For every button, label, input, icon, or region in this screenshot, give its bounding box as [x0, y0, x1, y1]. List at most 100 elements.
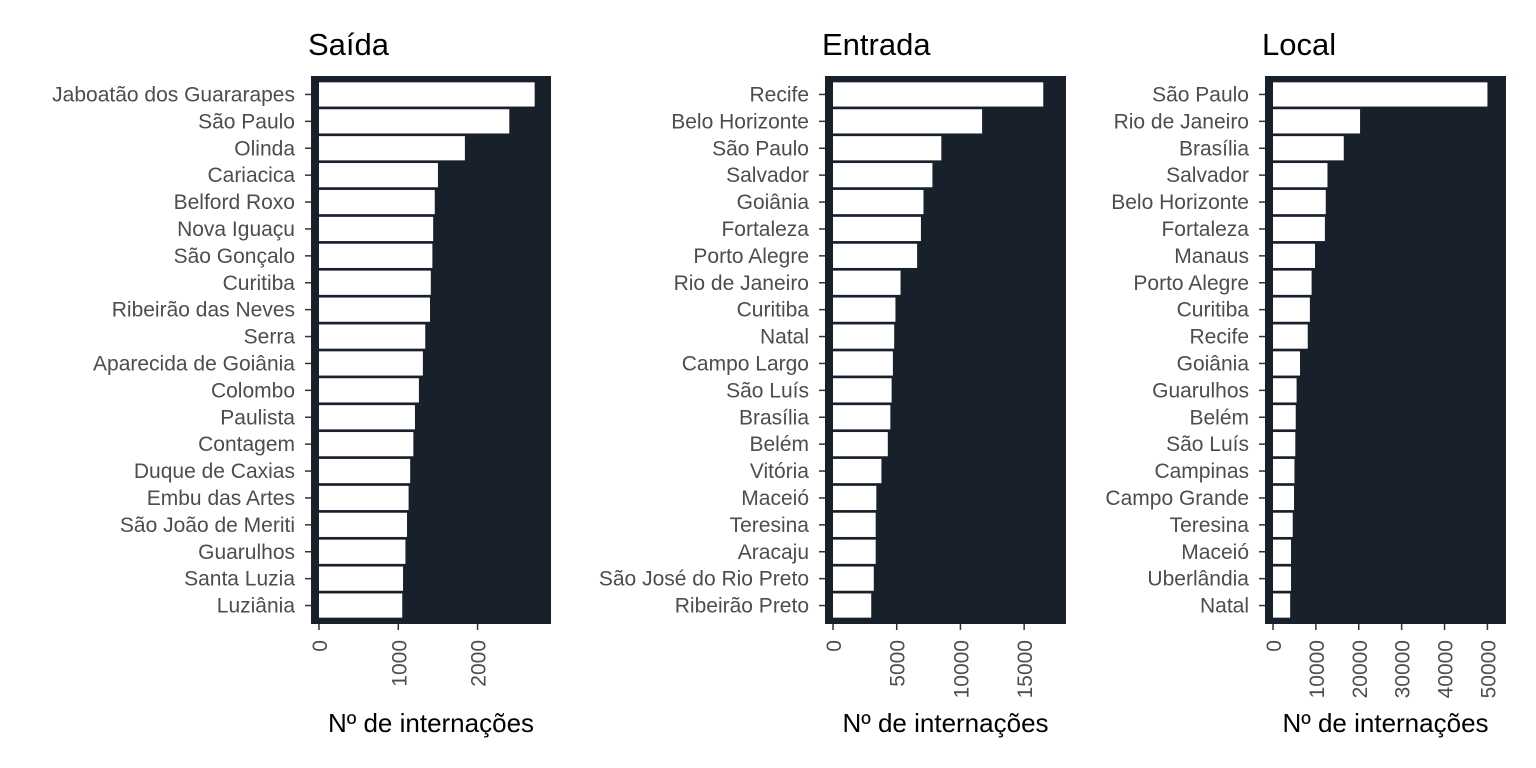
bar [1273, 458, 1295, 484]
category-label: São José do Rio Preto [599, 568, 809, 591]
bar [1273, 109, 1361, 134]
bar [319, 566, 404, 591]
category-label: Campo Grande [1105, 487, 1249, 510]
category-label: Recife [749, 83, 809, 106]
category-label: Serra [244, 326, 296, 349]
chart-panel-1: Saída Jaboatão dos Guararapes São Paulo Oli… [52, 27, 551, 738]
category-label: Curitiba [737, 299, 810, 322]
bar [833, 243, 918, 268]
category-label: Fortaleza [1161, 218, 1249, 241]
bar [1273, 432, 1296, 457]
x-tick-label: 2000 [468, 640, 491, 687]
bar [833, 351, 893, 376]
bar [833, 216, 921, 242]
bar [833, 405, 891, 430]
category-label: Uberlândia [1147, 568, 1249, 591]
bar [1273, 485, 1295, 511]
category-label: Campinas [1154, 460, 1249, 483]
category-label: Ribeirão das Neves [112, 299, 295, 322]
bar [319, 485, 409, 511]
x-tick-label: 1000 [388, 640, 411, 687]
x-axis-label: Nº de internações [842, 708, 1048, 738]
x-axis-label: Nº de internações [328, 708, 534, 738]
category-label: Porto Alegre [693, 245, 809, 268]
category-label: Guarulhos [1152, 379, 1249, 402]
category-label: Guarulhos [198, 541, 295, 564]
category-label: Natal [1200, 595, 1249, 618]
category-label: Teresina [730, 514, 810, 537]
bar [319, 109, 510, 134]
bar [1273, 136, 1344, 161]
category-label: Salvador [1166, 164, 1249, 187]
category-label: Curitiba [223, 272, 296, 295]
bar [319, 351, 423, 376]
chart-title: Saída [308, 27, 390, 62]
bar [319, 136, 465, 161]
bar [1273, 351, 1301, 376]
x-tick-label: 30000 [1392, 640, 1415, 698]
bar [833, 109, 983, 134]
category-label: Salvador [726, 164, 809, 187]
category-label: Natal [760, 326, 809, 349]
bar [1273, 297, 1310, 322]
x-tick-label: 0 [1263, 640, 1286, 652]
category-label: Nova Iguaçu [177, 218, 295, 241]
category-label: São Paulo [198, 110, 295, 133]
bar [319, 512, 408, 537]
category-label: Belo Horizonte [671, 110, 809, 133]
category-label: São Paulo [712, 137, 809, 160]
bar [833, 163, 933, 188]
category-label: Rio de Janeiro [674, 272, 809, 295]
category-label: Paulista [220, 406, 295, 429]
bar [1273, 539, 1292, 564]
bar [1273, 566, 1292, 591]
category-label: Aracaju [738, 541, 809, 564]
category-label: Olinda [234, 137, 295, 160]
category-label: Goiânia [1177, 352, 1250, 375]
chart-panel-3: Local São Paulo Rio de Janeiro Brasília Salv… [1105, 27, 1506, 738]
bar [833, 82, 1044, 107]
bar [319, 243, 433, 268]
bar [1273, 270, 1312, 295]
category-label: Campo Largo [682, 352, 809, 375]
bar [1273, 324, 1308, 349]
bar [319, 163, 438, 188]
bar [833, 432, 888, 457]
category-label: Santa Luzia [184, 568, 295, 591]
bar [319, 189, 435, 215]
category-label: Belém [1189, 406, 1249, 429]
bar [319, 297, 430, 322]
bar [833, 270, 901, 295]
x-tick-label: 20000 [1349, 640, 1372, 698]
bar [1273, 378, 1297, 403]
x-tick-label: 10000 [950, 640, 973, 698]
category-label: São Luís [726, 379, 809, 402]
bar [319, 82, 535, 107]
bar [833, 539, 876, 564]
category-label: Luziânia [217, 595, 296, 618]
category-label: Goiânia [737, 191, 810, 214]
bar [833, 297, 896, 322]
chart-title: Local [1262, 27, 1336, 62]
bar [833, 324, 895, 349]
bar [319, 458, 411, 484]
category-label: Embu das Artes [147, 487, 295, 510]
bar [833, 512, 876, 537]
category-label: São João de Meriti [120, 514, 295, 537]
bar [1273, 512, 1293, 537]
category-label: Teresina [1170, 514, 1250, 537]
category-label: Belford Roxo [174, 191, 295, 214]
category-label: Ribeirão Preto [675, 595, 809, 618]
category-label: São Luís [1166, 433, 1249, 456]
category-label: Maceió [1181, 541, 1249, 564]
bar [833, 566, 874, 591]
x-tick-label: 10000 [1306, 640, 1329, 698]
category-label: Brasília [739, 406, 809, 429]
category-label: São Gonçalo [174, 245, 295, 268]
x-tick-label: 0 [309, 640, 332, 652]
category-label: Aparecida de Goiânia [93, 352, 295, 375]
bar [319, 378, 419, 403]
chart-panel-2: Entrada Recife Belo Horizonte São Paulo Salv… [599, 27, 1066, 738]
category-label: Cariacica [207, 164, 295, 187]
